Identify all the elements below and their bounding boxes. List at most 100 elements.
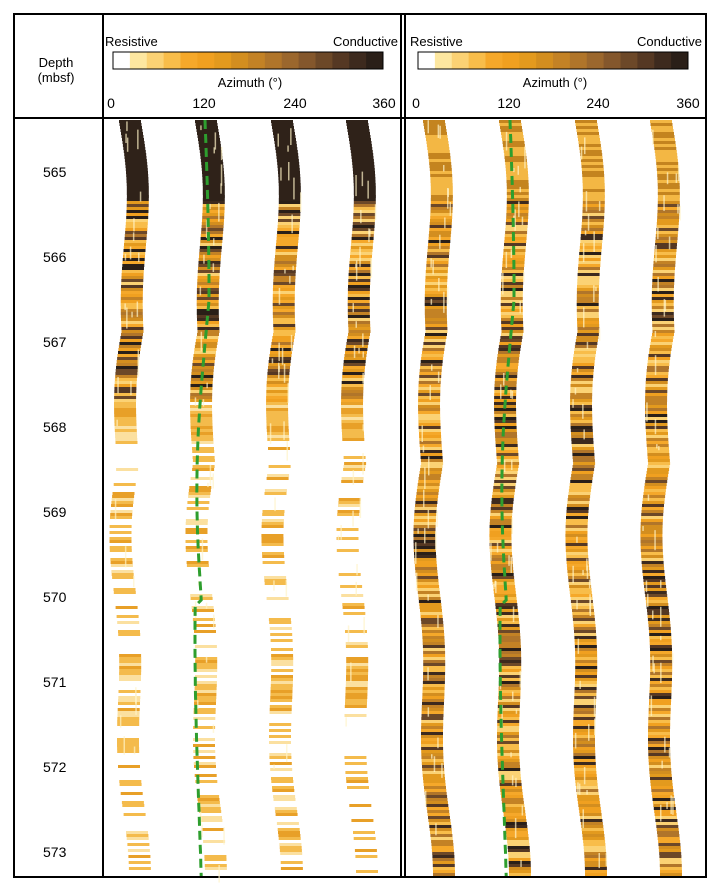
image-row bbox=[418, 423, 441, 426]
image-row bbox=[421, 711, 444, 714]
image-row bbox=[501, 135, 524, 138]
image-row bbox=[121, 324, 144, 327]
image-row bbox=[645, 423, 668, 426]
image-row bbox=[651, 291, 674, 294]
image-row bbox=[277, 228, 300, 231]
image-streak bbox=[205, 656, 208, 663]
image-row bbox=[418, 411, 441, 414]
image-streak bbox=[337, 535, 340, 541]
image-row bbox=[120, 306, 143, 309]
image-row bbox=[575, 678, 597, 681]
image-row bbox=[567, 501, 590, 504]
image-row bbox=[341, 378, 364, 381]
image-row bbox=[194, 699, 217, 702]
image-row bbox=[490, 561, 513, 564]
image-row bbox=[348, 276, 371, 279]
image-row bbox=[489, 549, 512, 552]
image-row bbox=[341, 381, 364, 384]
image-row bbox=[417, 585, 440, 588]
image-row bbox=[572, 609, 594, 612]
image-row bbox=[499, 672, 522, 675]
image-row bbox=[114, 387, 137, 390]
depth-tick-label: 569 bbox=[43, 504, 67, 520]
image-row bbox=[646, 441, 669, 444]
image-row bbox=[506, 210, 529, 213]
image-row bbox=[507, 840, 530, 843]
image-row bbox=[650, 657, 673, 660]
image-streak bbox=[359, 497, 362, 518]
image-streak bbox=[587, 214, 590, 231]
image-row bbox=[573, 738, 595, 741]
image-row bbox=[648, 627, 671, 630]
image-row bbox=[200, 159, 223, 162]
image-row bbox=[645, 390, 668, 393]
image-row bbox=[577, 801, 600, 804]
image-row bbox=[498, 696, 521, 699]
image-row bbox=[650, 660, 673, 663]
image-row bbox=[657, 204, 680, 207]
image-row bbox=[421, 762, 444, 765]
image-row bbox=[126, 837, 149, 840]
image-row bbox=[497, 621, 520, 624]
image-row bbox=[278, 834, 301, 837]
image-streak bbox=[657, 276, 659, 292]
image-streak bbox=[593, 696, 596, 717]
image-row bbox=[655, 819, 678, 822]
image-row bbox=[566, 507, 589, 510]
image-streak bbox=[415, 572, 418, 591]
image-row bbox=[270, 351, 292, 354]
image-row bbox=[350, 246, 373, 249]
image-row bbox=[581, 165, 604, 168]
image-row bbox=[187, 501, 210, 504]
image-row bbox=[648, 723, 671, 726]
image-row bbox=[575, 657, 598, 660]
image-row bbox=[192, 609, 214, 612]
image-row bbox=[121, 318, 143, 321]
image-row bbox=[117, 750, 140, 753]
image-row bbox=[118, 690, 141, 693]
image-row bbox=[341, 420, 364, 423]
image-row bbox=[495, 432, 517, 435]
image-row bbox=[496, 609, 518, 612]
image-streak bbox=[505, 131, 508, 151]
image-row bbox=[421, 741, 443, 744]
image-row bbox=[582, 204, 605, 207]
image-streak bbox=[505, 251, 508, 268]
image-row bbox=[642, 567, 665, 570]
image-streak bbox=[593, 285, 595, 302]
image-row bbox=[200, 240, 223, 243]
image-row bbox=[190, 384, 213, 387]
image-row bbox=[421, 354, 444, 357]
image-row bbox=[570, 387, 593, 390]
image-row bbox=[574, 639, 597, 642]
image-streak bbox=[514, 818, 517, 839]
image-row bbox=[646, 444, 669, 447]
azimuth-tick-label: 240 bbox=[283, 95, 307, 111]
image-streak bbox=[655, 245, 657, 263]
image-row bbox=[271, 648, 293, 651]
image-row bbox=[432, 855, 455, 858]
image-row bbox=[656, 168, 679, 171]
scale-left-label: Resistive bbox=[410, 34, 463, 49]
image-row bbox=[275, 147, 298, 150]
image-row bbox=[652, 270, 675, 273]
image-streak bbox=[355, 321, 357, 328]
image-row bbox=[584, 852, 607, 855]
image-row bbox=[424, 291, 447, 294]
image-row bbox=[202, 219, 224, 222]
image-row bbox=[271, 663, 294, 666]
image-row bbox=[128, 867, 151, 870]
image-streak bbox=[430, 298, 433, 305]
image-row bbox=[266, 378, 289, 381]
image-row bbox=[421, 729, 443, 732]
image-row bbox=[655, 816, 677, 819]
image-streak bbox=[199, 286, 202, 296]
image-row bbox=[582, 171, 604, 174]
image-row bbox=[128, 855, 151, 858]
image-row bbox=[501, 801, 524, 804]
image-row bbox=[121, 282, 144, 285]
image-row bbox=[191, 441, 214, 444]
image-row bbox=[423, 675, 445, 678]
image-row bbox=[567, 504, 589, 507]
image-row bbox=[641, 564, 664, 567]
